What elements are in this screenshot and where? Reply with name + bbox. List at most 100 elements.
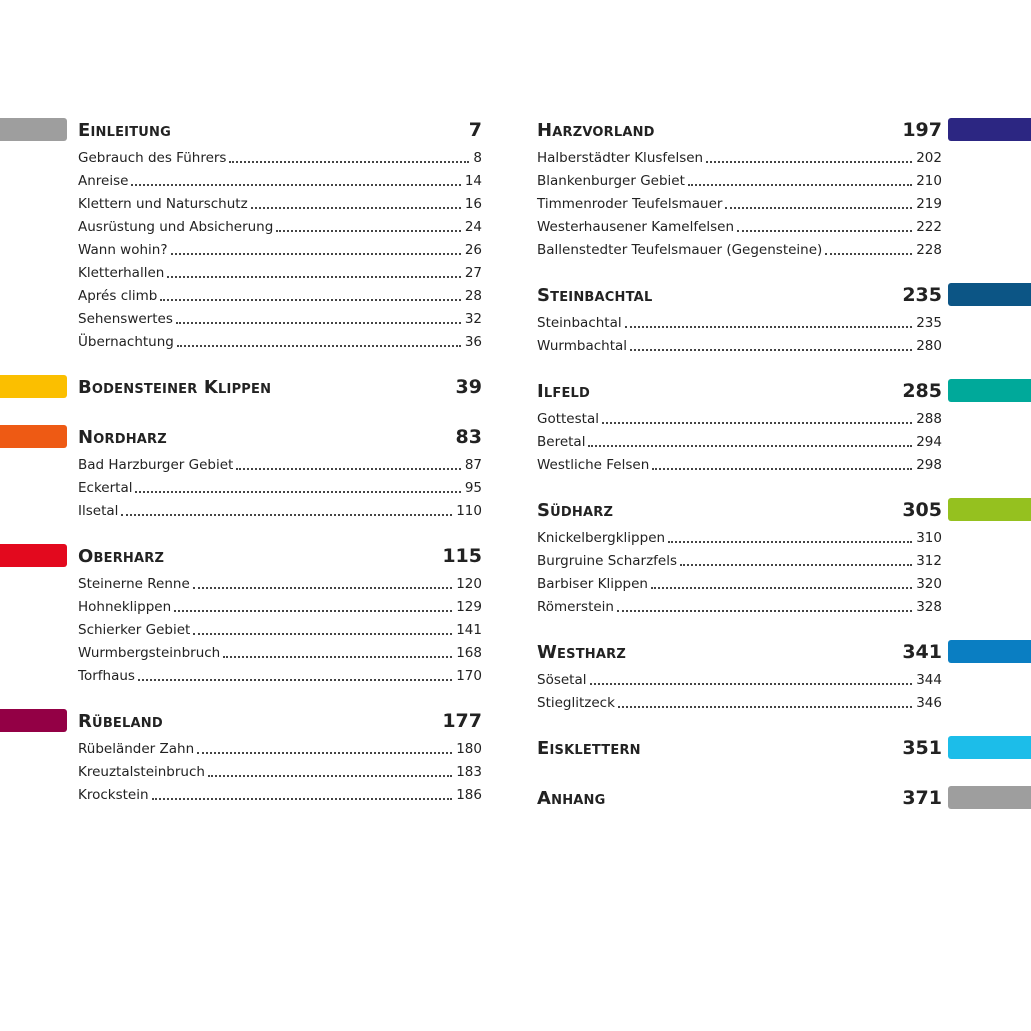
section-color-tab [948, 640, 1031, 663]
section-spacer [537, 355, 942, 377]
dot-leader [160, 299, 461, 301]
section-entry-list: Steinerne Renne 120 Hohneklippen 129 Schierk… [78, 570, 482, 685]
section-entry-list: Gebrauch des Führers 8 Anreise 14 Klettern u… [78, 144, 482, 351]
toc-entry[interactable]: Timmenroder Teufelsmauer 219 [537, 190, 942, 213]
toc-entry[interactable]: Eckertal 95 [78, 474, 482, 497]
toc-entry[interactable]: Gebrauch des Führers 8 [78, 144, 482, 167]
dot-leader [588, 445, 913, 447]
toc-entry-name: Aprés climb [78, 288, 158, 304]
toc-entry-page: 344 [916, 672, 942, 688]
toc-entry-page: 24 [464, 219, 482, 235]
section-heading[interactable]: Nordharz 83 [0, 423, 482, 451]
toc-entry[interactable]: Halberstädter Klusfelsen 202 [537, 144, 942, 167]
toc-entry[interactable]: Schierker Gebiet 141 [78, 616, 482, 639]
section-entry-list: Steinbachtal 235 Wurmbachtal 280 [537, 309, 942, 355]
toc-entry[interactable]: Beretal 294 [537, 428, 942, 451]
toc-entry[interactable]: Steinerne Renne 120 [78, 570, 482, 593]
toc-entry[interactable]: Sehenswertes 32 [78, 305, 482, 328]
section-heading[interactable]: Rübeland 177 [0, 707, 482, 735]
toc-entry[interactable]: Kreuztalsteinbruch 183 [78, 758, 482, 781]
toc-entry[interactable]: Anreise 14 [78, 167, 482, 190]
toc-entry[interactable]: Wann wohin? 26 [78, 236, 482, 259]
toc-entry-page: 320 [916, 576, 942, 592]
dot-leader [668, 541, 913, 543]
section-title: Nordharz [78, 426, 167, 448]
toc-entry-name: Wann wohin? [78, 242, 168, 258]
dot-leader [725, 207, 913, 209]
toc-entry[interactable]: Stieglitzeck 346 [537, 689, 942, 712]
section-heading[interactable]: Ilfeld 285 [537, 377, 1031, 405]
section-color-tab [948, 283, 1031, 306]
toc-entry[interactable]: Aprés climb 28 [78, 282, 482, 305]
toc-entry-name: Klettern und Naturschutz [78, 196, 248, 212]
toc-entry-page: 210 [916, 173, 942, 189]
dot-leader [236, 468, 461, 470]
section-heading[interactable]: Westharz 341 [537, 638, 1031, 666]
toc-section-anhang: Anhang 371 [537, 784, 1031, 812]
section-heading[interactable]: Bodensteiner Klippen 39 [0, 373, 482, 401]
toc-entry[interactable]: Kletterhallen 27 [78, 259, 482, 282]
section-heading[interactable]: Steinbachtal 235 [537, 281, 1031, 309]
section-title: Einleitung [78, 119, 171, 141]
section-title: Eisklettern [537, 737, 641, 759]
toc-entry[interactable]: Ballenstedter Teufelsmauer (Gegensteine)… [537, 236, 942, 259]
section-title: Steinbachtal [537, 284, 653, 306]
dot-leader [825, 253, 913, 255]
toc-section-suedharz: Südharz 305 Knickelbergklippen 310 Burgruine… [537, 496, 1031, 616]
section-spacer [78, 401, 482, 423]
toc-entry[interactable]: Ilsetal 110 [78, 497, 482, 520]
dot-leader [121, 514, 453, 516]
section-color-tab [948, 379, 1031, 402]
section-heading[interactable]: Oberharz 115 [0, 542, 482, 570]
section-heading[interactable]: Eisklettern 351 [537, 734, 1031, 762]
dot-leader [192, 587, 453, 589]
dot-leader [170, 253, 461, 255]
toc-entry-name: Wurmbergsteinbruch [78, 645, 221, 661]
toc-entry[interactable]: Steinbachtal 235 [537, 309, 942, 332]
toc-entry-name: Eckertal [78, 480, 133, 496]
toc-entry-page: 288 [916, 411, 942, 427]
toc-entry[interactable]: Krockstein 186 [78, 781, 482, 804]
section-spacer [537, 259, 942, 281]
dot-leader [650, 587, 913, 589]
toc-entry-name: Gebrauch des Führers [78, 150, 227, 166]
toc-entry[interactable]: Klettern und Naturschutz 16 [78, 190, 482, 213]
toc-entry[interactable]: Torfhaus 170 [78, 662, 482, 685]
toc-entry-page: 183 [456, 764, 482, 780]
toc-entry[interactable]: Westerhausener Kamelfelsen 222 [537, 213, 942, 236]
toc-entry-page: 202 [916, 150, 942, 166]
toc-entry[interactable]: Westliche Felsen 298 [537, 451, 942, 474]
toc-entry-page: 87 [464, 457, 482, 473]
section-title: Westharz [537, 641, 626, 663]
toc-entry[interactable]: Römerstein 328 [537, 593, 942, 616]
toc-entry[interactable]: Ausrüstung und Absicherung 24 [78, 213, 482, 236]
toc-entry[interactable]: Gottestal 288 [537, 405, 942, 428]
toc-entry[interactable]: Übernachtung 36 [78, 328, 482, 351]
toc-entry-page: 310 [916, 530, 942, 546]
toc-entry[interactable]: Wurmbergsteinbruch 168 [78, 639, 482, 662]
toc-entry-name: Rübeländer Zahn [78, 741, 195, 757]
toc-entry[interactable]: Wurmbachtal 280 [537, 332, 942, 355]
toc-entry[interactable]: Sösetal 344 [537, 666, 942, 689]
toc-entry[interactable]: Barbiser Klippen 320 [537, 570, 942, 593]
section-page-number: 235 [902, 284, 942, 306]
toc-left-column: Einleitung 7 Gebrauch des Führers 8 Anreise 1… [0, 116, 482, 804]
toc-entry-name: Westerhausener Kamelfelsen [537, 219, 735, 235]
toc-entry[interactable]: Hohneklippen 129 [78, 593, 482, 616]
toc-entry-name: Steinbachtal [537, 315, 622, 331]
section-heading[interactable]: Harzvorland 197 [537, 116, 1031, 144]
toc-entry-page: 298 [916, 457, 942, 473]
toc-entry[interactable]: Rübeländer Zahn 180 [78, 735, 482, 758]
section-heading[interactable]: Südharz 305 [537, 496, 1031, 524]
section-heading[interactable]: Einleitung 7 [0, 116, 482, 144]
toc-entry[interactable]: Bad Harzburger Gebiet 87 [78, 451, 482, 474]
toc-entry[interactable]: Knickelbergklippen 310 [537, 524, 942, 547]
toc-entry-name: Sösetal [537, 672, 587, 688]
toc-entry[interactable]: Burgruine Scharzfels 312 [537, 547, 942, 570]
section-page-number: 39 [455, 376, 482, 398]
toc-section-nordharz: Nordharz 83 Bad Harzburger Gebiet 87 Eckerta… [0, 423, 482, 520]
section-heading[interactable]: Anhang 371 [537, 784, 1031, 812]
toc-entry[interactable]: Blankenburger Gebiet 210 [537, 167, 942, 190]
toc-entry-page: 27 [464, 265, 482, 281]
section-color-tab [0, 425, 67, 448]
